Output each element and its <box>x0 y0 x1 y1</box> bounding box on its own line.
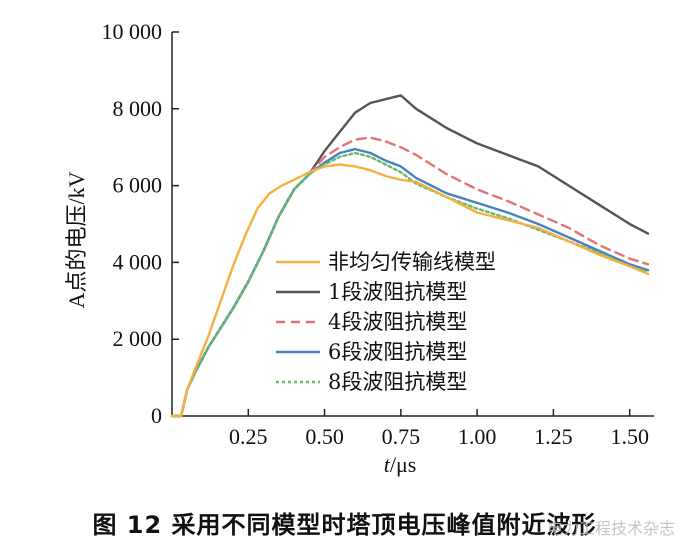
legend-label-1: 非均匀传输线模型 <box>328 250 496 274</box>
axes: 0 2 000 4 000 6 000 8 000 10 000 0.25 0.50 0.75 1… <box>102 19 654 449</box>
legend-label-2: 1段波阻抗模型 <box>328 280 467 304</box>
x-tick-label: 1.00 <box>458 424 497 449</box>
x-tick-label: 1.50 <box>610 424 649 449</box>
legend: 非均匀传输线模型 1段波阻抗模型 4段波阻抗模型 6段波阻抗模型 8段波阻抗模型 <box>276 250 496 394</box>
y-tick-label: 2 000 <box>113 326 163 351</box>
watermark: 电力工程技术杂志 <box>546 519 675 538</box>
x-axis-label-italic: t <box>384 452 391 477</box>
y-axis-label: A点的电压/kV <box>64 171 89 308</box>
x-axis-label: t/μs <box>384 452 417 477</box>
y-tick-label: 4 000 <box>113 249 163 274</box>
y-tick-label: 0 <box>151 403 162 428</box>
y-tick-label: 6 000 <box>113 173 163 198</box>
y-tick-label: 8 000 <box>113 96 163 121</box>
series-group <box>170 94 650 418</box>
figure-caption: 图 12 采用不同模型时塔顶电压峰值附近波形 <box>92 511 597 539</box>
x-tick-label: 0.25 <box>229 424 268 449</box>
legend-label-5: 8段波阻抗模型 <box>328 370 467 394</box>
x-tick-label: 0.75 <box>382 424 421 449</box>
y-tick-label: 10 000 <box>102 19 163 44</box>
x-tick-label: 0.50 <box>305 424 344 449</box>
x-tick-label: 1.25 <box>534 424 573 449</box>
voltage-chart: 0 2 000 4 000 6 000 8 000 10 000 0.25 0.50 0.75 1… <box>64 19 654 477</box>
legend-label-3: 4段波阻抗模型 <box>328 310 467 334</box>
legend-label-4: 6段波阻抗模型 <box>328 340 467 364</box>
series-line-1 <box>170 163 650 418</box>
x-axis-label-unit: /μs <box>390 452 416 477</box>
